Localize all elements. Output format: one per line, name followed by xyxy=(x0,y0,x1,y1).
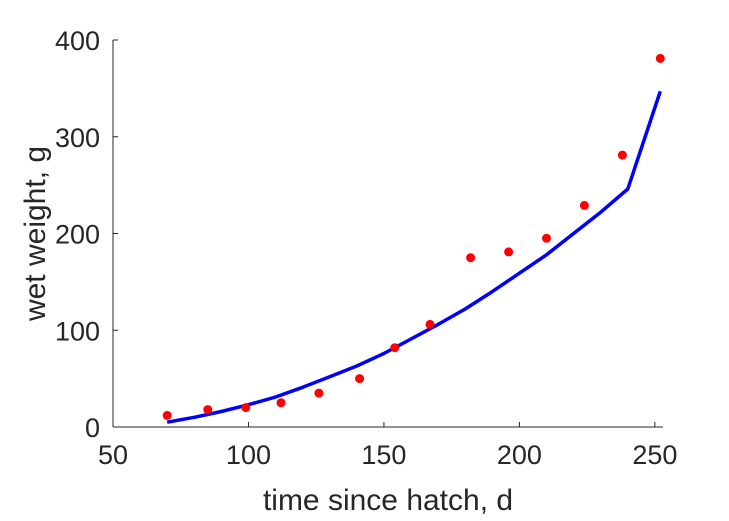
x-tick-label: 250 xyxy=(632,440,677,470)
data-point xyxy=(162,410,172,420)
data-point xyxy=(276,398,286,408)
data-point xyxy=(425,319,435,329)
x-tick-label: 200 xyxy=(497,440,542,470)
data-point xyxy=(203,405,213,415)
data-point xyxy=(579,200,589,210)
x-tick-label: 150 xyxy=(361,440,406,470)
data-point xyxy=(241,403,251,413)
data-point xyxy=(390,343,400,353)
axes xyxy=(112,40,663,428)
x-tick-label: 50 xyxy=(98,440,128,470)
data-point xyxy=(355,374,365,384)
y-axis-label: wet weight, g xyxy=(19,146,52,322)
fit-curve xyxy=(166,90,662,424)
data-point xyxy=(542,233,551,243)
x-tick-label: 100 xyxy=(226,440,271,470)
y-tick-label: 100 xyxy=(55,316,100,346)
plot-area xyxy=(162,53,665,424)
y-tick-label: 0 xyxy=(85,413,100,443)
data-point xyxy=(655,53,665,63)
data-point xyxy=(466,253,476,263)
ticks: 50 100 150 200 250 0 100 200 300 400 xyxy=(55,26,677,470)
y-tick-label: 300 xyxy=(55,123,100,153)
data-point xyxy=(504,247,514,257)
y-tick-label: 400 xyxy=(55,26,100,56)
data-point xyxy=(617,150,627,160)
x-axis-label: time since hatch, d xyxy=(263,484,513,517)
data-point xyxy=(314,388,324,398)
y-tick-label: 200 xyxy=(55,220,100,250)
